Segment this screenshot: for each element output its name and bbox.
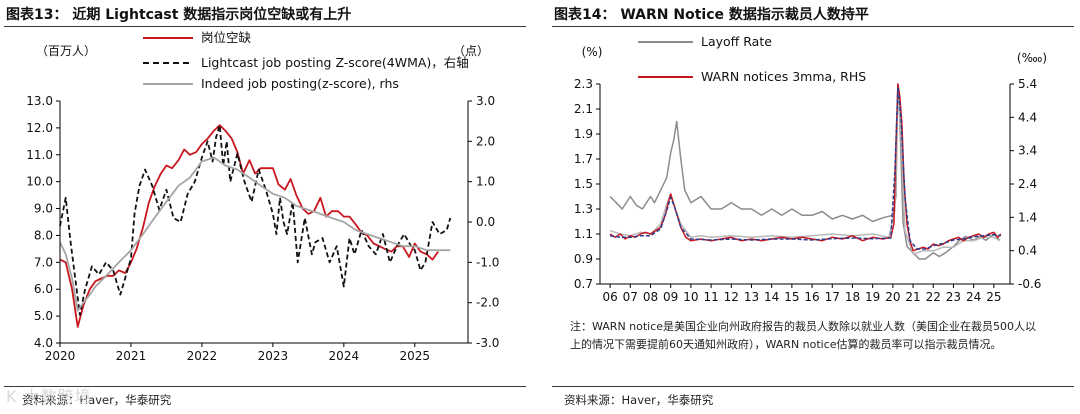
left-legend-label: 岗位空缺 bbox=[201, 30, 252, 45]
right-x-tick-label: 07 bbox=[623, 290, 638, 304]
right-left-tick-label: 0.9 bbox=[574, 252, 593, 266]
right-left-tick-label: 1.5 bbox=[574, 177, 593, 191]
left-left-tick-label: 6.0 bbox=[34, 282, 53, 296]
right-right-tick-label: 4.4 bbox=[1018, 110, 1037, 124]
left-left-tick-label: 11.0 bbox=[26, 148, 53, 162]
right-series-warn-notices-navy-dashed bbox=[609, 86, 1002, 250]
right-source: 资料来源：Haver，华泰研究 bbox=[564, 393, 714, 407]
left-chart-title: 图表13： 近期 Lightcast 数据指示岗位空缺或有上升 bbox=[6, 7, 352, 23]
left-right-tick-label: 1.0 bbox=[476, 175, 495, 189]
right-x-tick-label: 08 bbox=[643, 290, 658, 304]
right-x-tick-label: 25 bbox=[986, 290, 1001, 304]
left-left-tick-label: 4.0 bbox=[34, 336, 53, 350]
left-left-unit-label: （百万人） bbox=[36, 44, 96, 58]
left-x-tick-label: 2023 bbox=[258, 349, 289, 363]
right-right-tick-label: 1.4 bbox=[1018, 210, 1037, 224]
left-source: 资料来源：Haver，华泰研究 bbox=[22, 393, 172, 407]
right-left-tick-label: 1.3 bbox=[574, 202, 593, 216]
left-x-tick-label: 2020 bbox=[45, 349, 76, 363]
left-left-tick-label: 7.0 bbox=[34, 255, 53, 269]
right-right-tick-label: 0.4 bbox=[1018, 244, 1037, 258]
right-series-layoff-rate bbox=[609, 83, 1001, 260]
right-left-tick-label: 1.1 bbox=[574, 227, 593, 241]
right-x-tick-label: 09 bbox=[663, 290, 678, 304]
right-right-unit-label: (‱) bbox=[1017, 51, 1047, 65]
right-footnote: 注：WARN notice是美国企业向州政府报告的裁员人数除以就业人数（美国企业… bbox=[570, 320, 1037, 351]
left-right-tick-label: -3.0 bbox=[476, 336, 499, 350]
right-left-unit-label: (%) bbox=[582, 45, 603, 59]
right-x-tick-label: 23 bbox=[946, 290, 961, 304]
right-right-tick-label: 5.4 bbox=[1018, 77, 1037, 91]
left-right-unit-label: （点） bbox=[453, 44, 489, 58]
left-left-tick-label: 5.0 bbox=[34, 309, 53, 323]
right-x-tick-label: 24 bbox=[966, 290, 981, 304]
left-x-tick-label: 2025 bbox=[400, 349, 431, 363]
left-source-rule bbox=[4, 386, 526, 387]
right-x-tick-label: 22 bbox=[926, 290, 941, 304]
right-left-tick-label: 1.9 bbox=[574, 127, 593, 141]
right-x-tick-label: 10 bbox=[683, 290, 698, 304]
right-legend-label: WARN notices 3mma, RHS bbox=[701, 69, 866, 84]
right-x-tick-label: 18 bbox=[845, 290, 860, 304]
left-right-tick-label: -1.0 bbox=[476, 255, 499, 269]
right-x-tick-label: 17 bbox=[825, 290, 840, 304]
left-chart: 13.0 12.0 11.0 10.0 9.0 8.0 7.0 6.0 5.0 4.0 3.0 2.0… bbox=[26, 30, 499, 363]
right-panel: 图表14： WARN Notice 数据指示裁员人数持平 2.3 2.1 1.9 1.… bbox=[548, 0, 1080, 414]
right-x-tick-label: 21 bbox=[905, 290, 920, 304]
right-source-rule bbox=[552, 386, 1074, 387]
right-x-tick-label: 11 bbox=[703, 290, 718, 304]
right-left-tick-label: 2.3 bbox=[574, 77, 593, 91]
left-x-tick-label: 2021 bbox=[116, 349, 147, 363]
right-chart: 2.3 2.1 1.9 1.7 1.5 1.3 1.1 0.9 0.7 5.4 4.4 3.4 2.4 1… bbox=[574, 34, 1047, 304]
watermark-logo: K 大数跨境 bbox=[6, 387, 92, 406]
left-right-tick-label: 3.0 bbox=[476, 94, 495, 108]
right-x-tick-label: 19 bbox=[865, 290, 880, 304]
left-panel: 图表13： 近期 Lightcast 数据指示岗位空缺或有上升 13.0 12.0… bbox=[0, 0, 535, 414]
left-series-item bbox=[59, 124, 439, 328]
left-right-tick-label: -2.0 bbox=[476, 296, 499, 310]
right-x-tick-label: 14 bbox=[764, 290, 779, 304]
left-left-tick-label: 12.0 bbox=[26, 121, 53, 135]
left-left-tick-label: 8.0 bbox=[34, 228, 53, 242]
left-series-indeed-job-posting-z-score-rhs bbox=[59, 156, 451, 312]
left-x-tick-label: 2022 bbox=[187, 349, 218, 363]
right-x-tick-label: 20 bbox=[885, 290, 900, 304]
right-left-tick-label: 2.1 bbox=[574, 102, 593, 116]
left-left-tick-label: 9.0 bbox=[34, 202, 53, 216]
left-x-tick-label: 2024 bbox=[329, 349, 360, 363]
left-legend-label: Indeed job posting(z-score), rhs bbox=[201, 76, 399, 91]
right-series-layoff-rate-3mma-grey-overlay bbox=[609, 89, 1001, 255]
right-x-tick-label: 16 bbox=[804, 290, 819, 304]
left-left-tick-label: 10.0 bbox=[26, 175, 53, 189]
right-title-rule bbox=[552, 26, 1074, 27]
right-right-tick-label: 2.4 bbox=[1018, 177, 1037, 191]
right-legend-label: Layoff Rate bbox=[701, 34, 772, 49]
right-x-tick-label: 15 bbox=[784, 290, 799, 304]
right-left-tick-label: 0.7 bbox=[574, 277, 593, 291]
right-x-tick-label: 06 bbox=[602, 290, 617, 304]
left-series-lightcast-job-posting-z-score-4wma bbox=[59, 124, 452, 316]
right-chart-title: 图表14： WARN Notice 数据指示裁员人数持平 bbox=[554, 7, 869, 23]
right-right-tick-label: -0.6 bbox=[1018, 277, 1041, 291]
right-left-tick-label: 1.7 bbox=[574, 152, 593, 166]
left-left-tick-label: 13.0 bbox=[26, 94, 53, 108]
right-right-tick-label: 3.4 bbox=[1018, 144, 1037, 158]
right-x-tick-label: 12 bbox=[724, 290, 739, 304]
left-right-tick-label: 0.0 bbox=[476, 215, 495, 229]
left-legend-label: Lightcast job posting Z-score(4WMA)，右轴 bbox=[201, 55, 469, 70]
left-right-tick-label: 2.0 bbox=[476, 134, 495, 148]
right-x-tick-label: 13 bbox=[744, 290, 759, 304]
left-title-rule bbox=[4, 26, 526, 27]
